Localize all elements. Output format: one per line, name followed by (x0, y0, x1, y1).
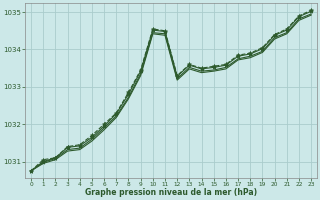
X-axis label: Graphe pression niveau de la mer (hPa): Graphe pression niveau de la mer (hPa) (85, 188, 257, 197)
